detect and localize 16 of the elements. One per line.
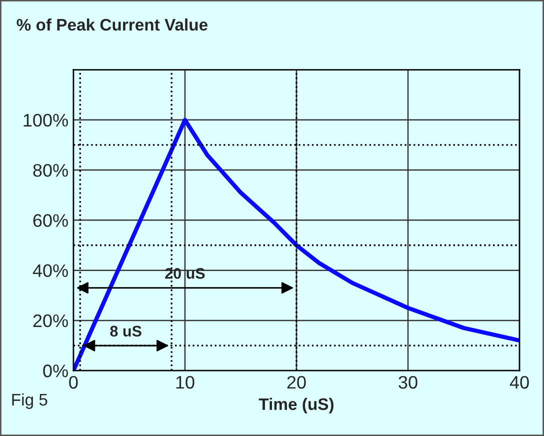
x-tick-label: 0 (69, 376, 78, 389)
x-tick-label: 40 (510, 376, 529, 389)
y-tick-label: 60% (33, 214, 68, 227)
x-tick-label: 20 (287, 376, 306, 389)
y-tick-label: 20% (33, 314, 68, 328)
x-tick-label: 10 (176, 376, 194, 389)
x-tick-label: 30 (398, 376, 418, 389)
y-tick-label: 40% (32, 264, 68, 278)
chart-title: % of Peak Current Value (16, 18, 208, 31)
annotation: 20 uS (165, 268, 205, 279)
y-tick-label: 0% (43, 364, 68, 378)
x-axis-title: Time (uS) (258, 398, 334, 414)
y-tick-label: 80% (33, 164, 68, 177)
annotation: 8 uS (110, 326, 142, 337)
caption: Fig 5 (12, 393, 48, 409)
y-tick-label: 100% (24, 114, 68, 127)
